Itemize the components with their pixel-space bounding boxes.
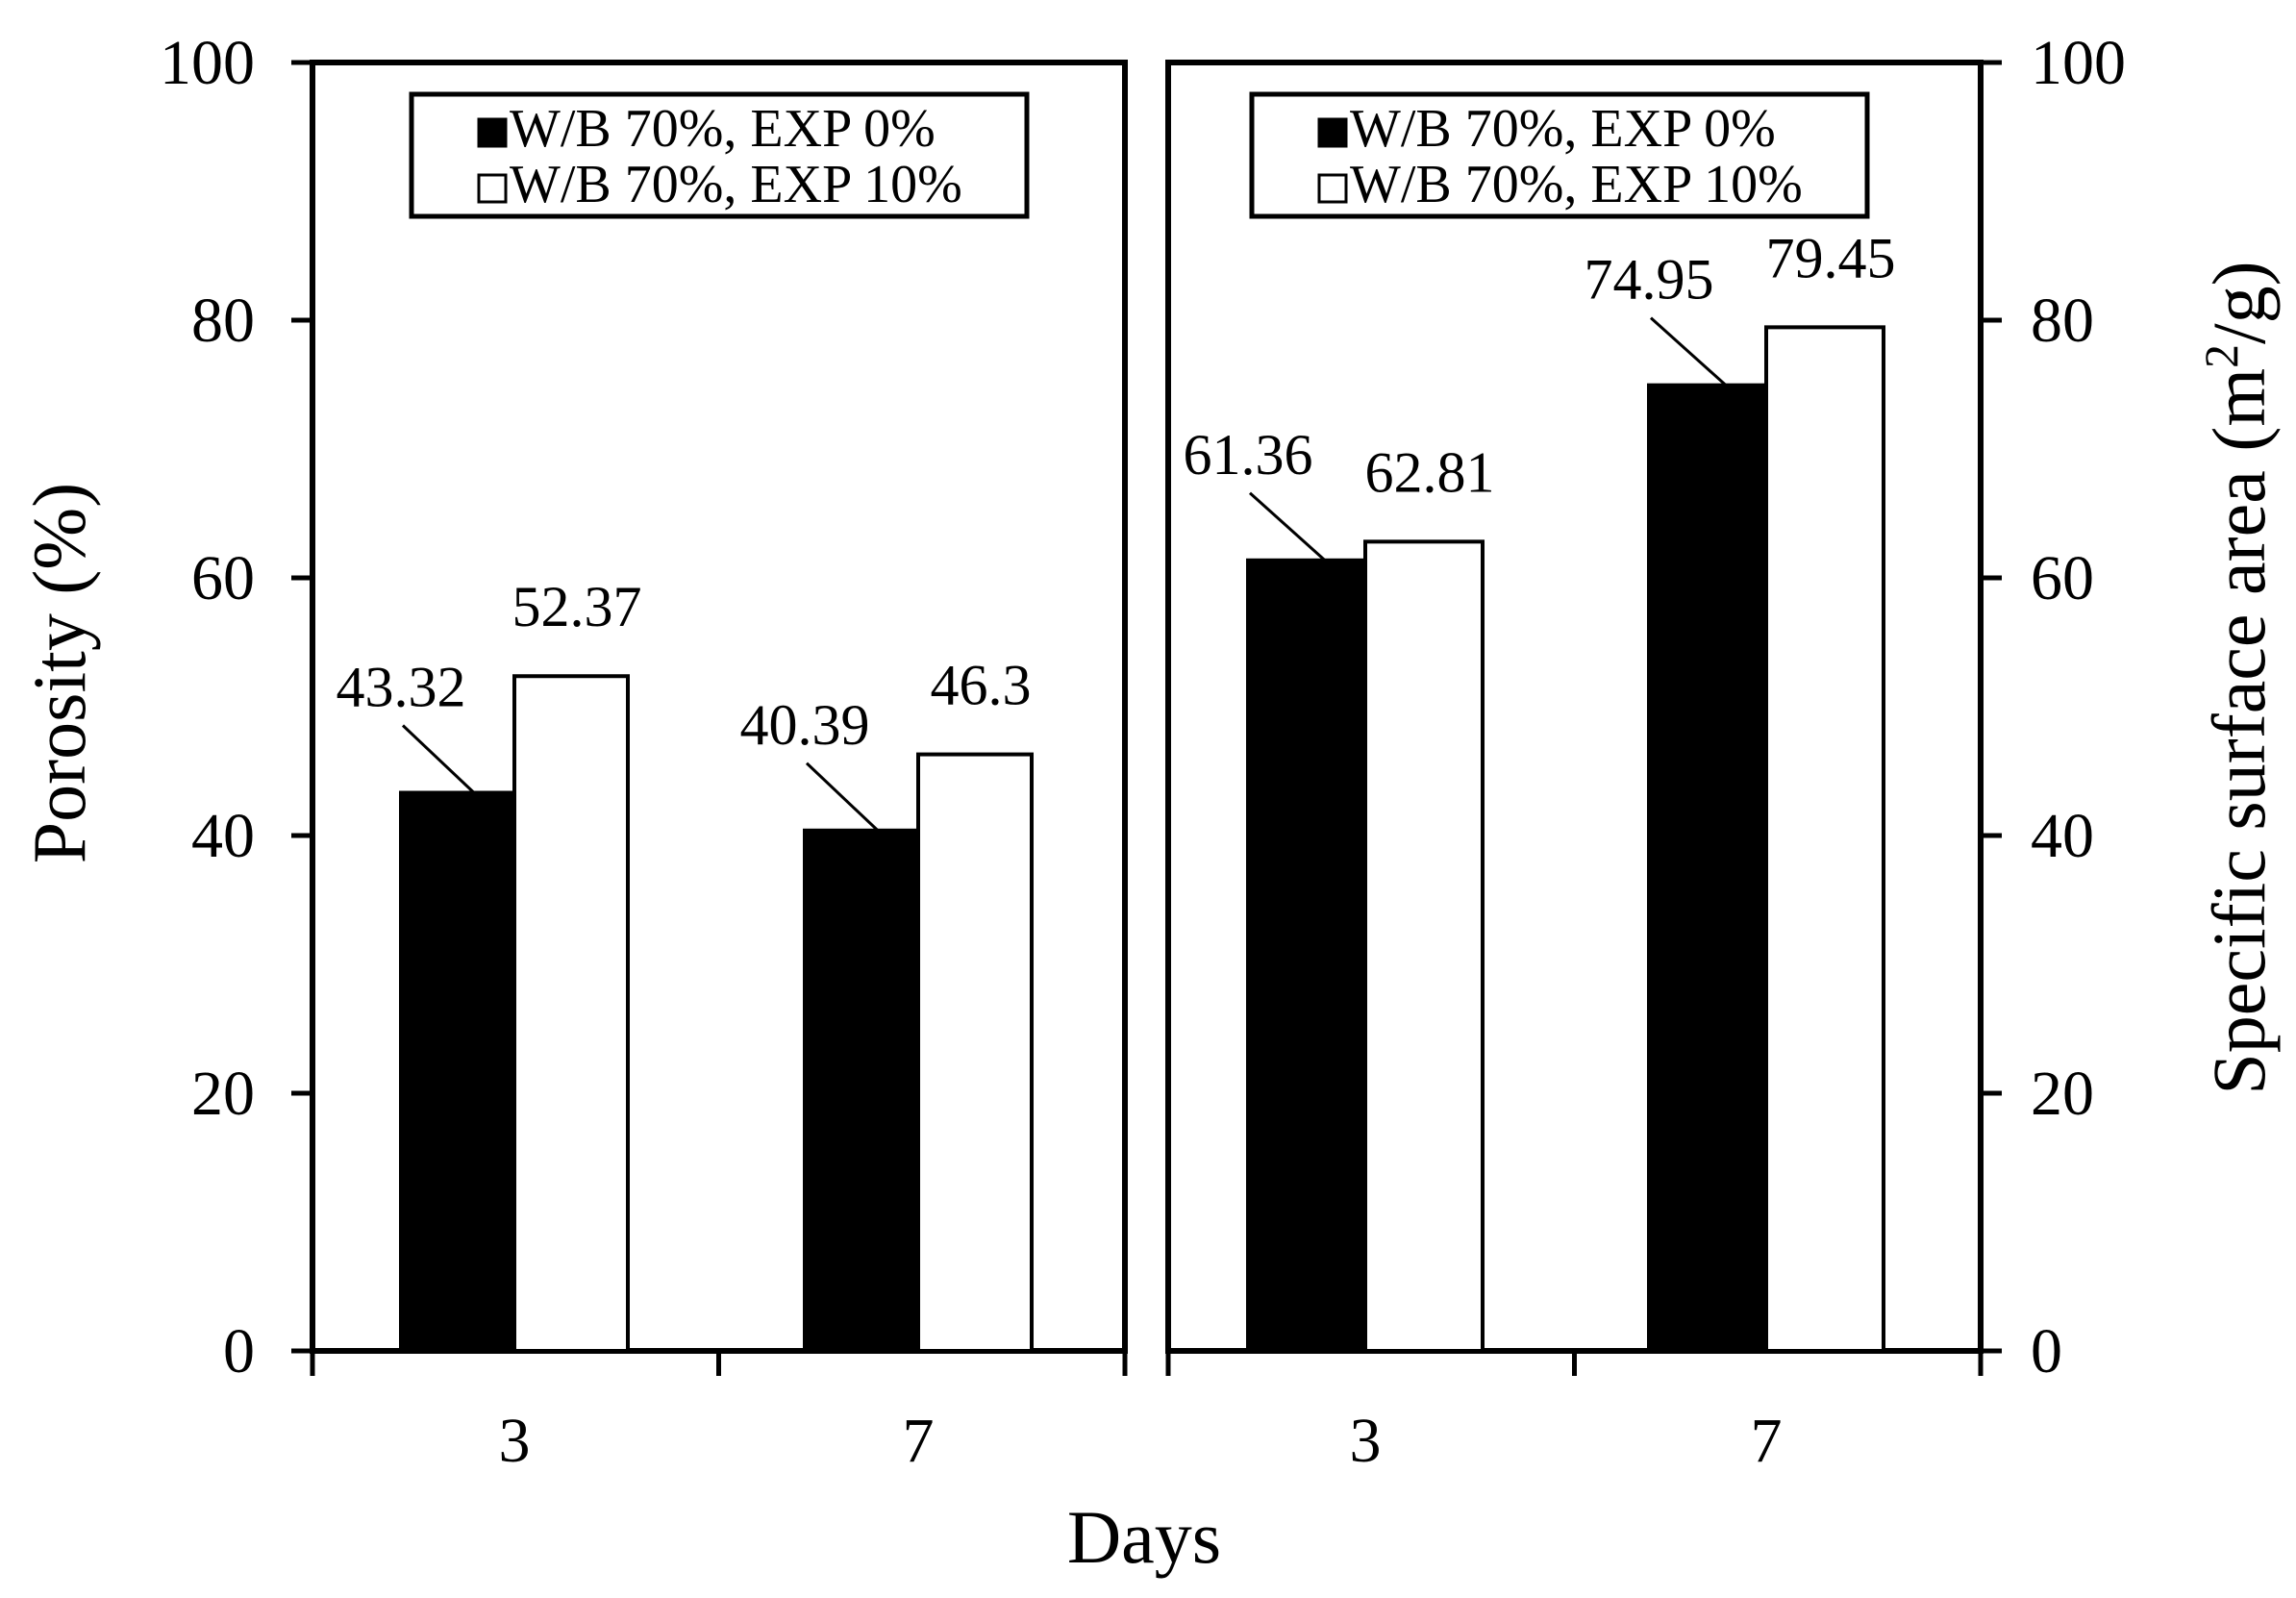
data-label: 61.36 xyxy=(1184,423,1313,487)
bar xyxy=(512,674,630,1353)
y-tick-label: 0 xyxy=(2031,1316,2062,1386)
y-tick-label: 80 xyxy=(2031,286,2094,356)
x-tick-label: 3 xyxy=(499,1406,531,1476)
y-tick-label: 80 xyxy=(191,286,255,356)
legend-box xyxy=(409,91,1030,219)
legend-swatch xyxy=(477,173,508,204)
y-tick-label: 40 xyxy=(2031,801,2094,871)
legend-box xyxy=(1249,91,1870,219)
bar xyxy=(1363,539,1485,1353)
bar xyxy=(399,790,516,1353)
bar xyxy=(1647,383,1768,1354)
left-panel: 0 20 40 60 80 100 3 7 43.32 40.39 52.37 46.3 W/B 70%… xyxy=(17,28,1128,1476)
label-leader xyxy=(805,762,880,832)
y-tick-label: 100 xyxy=(160,28,255,98)
legend-swatch xyxy=(1317,173,1348,204)
data-label: 43.32 xyxy=(337,656,466,719)
y-axis-title: Porosity (%) xyxy=(17,483,101,863)
y-tick-label: 20 xyxy=(191,1059,255,1129)
data-label: 52.37 xyxy=(512,575,642,638)
y-axis-title: Specific surface area (m2/g) xyxy=(2194,261,2281,1094)
y-tick-label: 60 xyxy=(191,543,255,613)
legend-label: W/B 70%, EXP 10% xyxy=(510,155,962,214)
legend-swatch xyxy=(477,117,508,148)
legend-swatch xyxy=(1317,117,1348,148)
x-tick-label: 7 xyxy=(903,1406,935,1476)
x-tick-label: 3 xyxy=(1350,1406,1382,1476)
data-label: 46.3 xyxy=(931,654,1032,717)
legend-label: W/B 70%, EXP 10% xyxy=(1350,155,1803,214)
bar xyxy=(1764,325,1885,1353)
bar xyxy=(803,828,920,1353)
bar xyxy=(1246,558,1367,1353)
label-leader xyxy=(1248,491,1327,562)
y-tick-label: 0 xyxy=(223,1316,255,1386)
y-tick-label: 60 xyxy=(2031,543,2094,613)
label-leader xyxy=(1649,316,1728,387)
y-tick-label: 40 xyxy=(191,801,255,871)
data-label: 40.39 xyxy=(740,693,870,757)
data-label: 79.45 xyxy=(1766,226,1896,289)
legend-label: W/B 70%, EXP 0% xyxy=(1350,99,1776,159)
x-tick-label: 7 xyxy=(1751,1406,1783,1476)
y-tick-label: 100 xyxy=(2031,28,2126,98)
data-label: 62.81 xyxy=(1365,440,1495,504)
bar xyxy=(916,752,1034,1353)
label-leader xyxy=(401,724,476,794)
right-panel: 0 20 40 60 80 100 3 7 61.36 74.95 62.81 79.45 W/B 70… xyxy=(1165,28,2281,1476)
x-axis-title: Days xyxy=(1067,1495,1221,1579)
legend-label: W/B 70%, EXP 0% xyxy=(510,99,936,159)
data-label: 74.95 xyxy=(1585,248,1714,312)
y-tick-label: 20 xyxy=(2031,1059,2094,1129)
